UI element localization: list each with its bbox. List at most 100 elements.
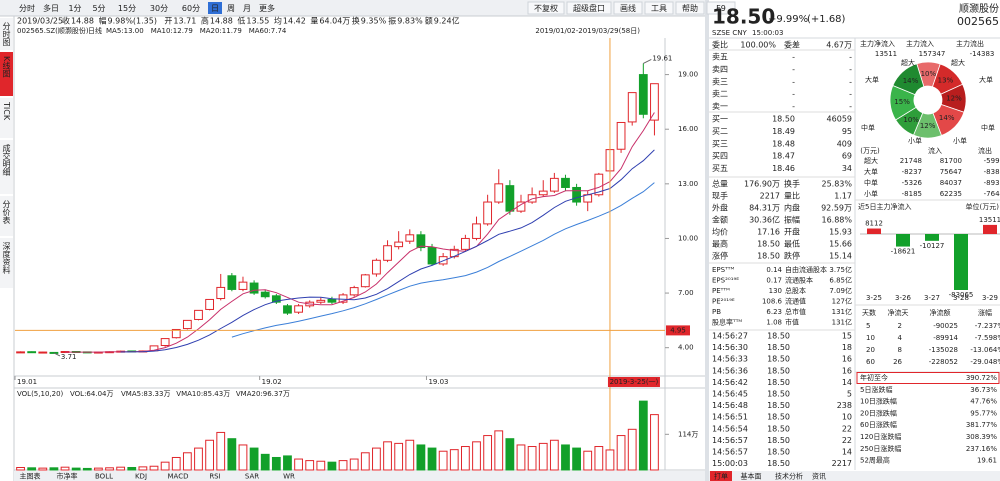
tick-volume: 14 [842, 378, 852, 387]
side-tab[interactable]: 成交明细 [2, 143, 11, 177]
fund-value: 7.09亿 [829, 286, 852, 295]
tool-button[interactable]: 不复权 [534, 3, 558, 13]
volume-bar [216, 431, 226, 471]
flow-date: 3-27 [924, 294, 940, 302]
period-button[interactable]: 30分 [150, 4, 168, 13]
donut-category: 超大 [951, 58, 965, 67]
info-key: 开 [164, 17, 172, 26]
candle-body [271, 295, 281, 303]
period-button[interactable]: 周 [227, 4, 235, 13]
x-tick-label: 19.03 [428, 378, 448, 386]
tool-button[interactable]: F9 [716, 4, 726, 13]
side-tab[interactable]: 分价表 [2, 200, 11, 225]
side-tab-bg [0, 238, 13, 288]
table-header: (万元) [860, 147, 880, 155]
tick-volume: 238 [837, 401, 852, 410]
volume-bar [405, 439, 415, 471]
table-value: 81700 [940, 157, 962, 165]
tick-price: 18.50 [767, 436, 790, 445]
right-tab[interactable]: 基本面 [741, 472, 762, 481]
table-value: -8936 [984, 179, 1000, 187]
period-header: 净流额 [930, 308, 951, 317]
period-cell: -29.048% [970, 358, 1000, 366]
fund-label: 总市值 [785, 307, 806, 316]
fund-label: PEᵀᵀᴹ [712, 287, 730, 295]
change-label: 10日涨跌幅 [860, 397, 897, 406]
side-tab[interactable]: K线图 [2, 56, 11, 78]
period-header: 天数 [862, 308, 876, 317]
range-label: 2019/01/02-2019/03/29(58日) [535, 27, 640, 35]
volume-bar [71, 467, 81, 471]
period-cell: -7.598% [975, 334, 1000, 342]
bottom-tab[interactable]: SAR [245, 473, 259, 481]
y-tick-label: 7.00 [678, 289, 694, 297]
tool-button[interactable]: 帮助 [682, 3, 698, 13]
stat-value: 18.50 [757, 252, 780, 261]
period-button[interactable]: 日 [211, 4, 219, 13]
tick-price: 18.50 [767, 390, 790, 399]
candle-body [216, 286, 226, 300]
side-tab[interactable]: TICK [2, 101, 11, 121]
donut-category: 大单 [979, 75, 993, 84]
tool-button-bg [706, 1, 736, 15]
fund-value: 127亿 [832, 297, 852, 306]
tool-button[interactable]: 超级盘口 [573, 3, 605, 13]
side-tab-bg [0, 140, 13, 194]
info-key: 低 [237, 16, 245, 26]
table-value: -8237 [902, 168, 922, 176]
right-tab[interactable]: 技术分析 [775, 472, 803, 481]
period-button[interactable]: 15分 [118, 4, 136, 13]
period-button[interactable]: 更多 [259, 3, 275, 13]
period-button[interactable]: 多日 [43, 3, 59, 13]
volume-bar [349, 458, 359, 471]
bottom-tab[interactable]: KDJ [135, 473, 147, 481]
stat-value: 15.66 [829, 240, 852, 249]
fund-value: 131亿 [832, 307, 852, 316]
high-marker [643, 59, 652, 64]
bottom-tab[interactable]: MACD [168, 473, 189, 481]
table-header: 流入 [928, 146, 942, 155]
volume-bar [149, 465, 159, 471]
tick-price: 18.50 [767, 366, 790, 375]
info-key: 额 [425, 16, 433, 26]
bottom-tab[interactable]: WR [283, 473, 295, 481]
tool-button[interactable]: 画线 [620, 3, 636, 13]
period-cell: 10 [866, 334, 875, 342]
tool-button[interactable]: 工具 [651, 4, 667, 13]
side-tab[interactable]: 分时图 [2, 22, 11, 47]
ma-legend: MA5:13.00 [106, 27, 144, 35]
donut-segment [892, 63, 925, 96]
period-button[interactable]: 月 [243, 4, 251, 13]
candle-body [505, 185, 515, 212]
label: 委比 [712, 40, 728, 50]
bottom-tab[interactable]: BOLL [95, 473, 113, 481]
info-key: 均 [274, 16, 282, 26]
volume-bar [82, 467, 92, 471]
candle-body [394, 241, 404, 248]
period-button[interactable]: 5分 [92, 4, 105, 13]
right-tab[interactable]: 资讯 [812, 472, 826, 481]
fund-value: 130 [769, 287, 782, 295]
volume-bar [105, 467, 114, 471]
bottom-tab[interactable]: 市净率 [57, 472, 78, 481]
table-value: 75647 [940, 168, 962, 176]
value: 100.00% [740, 41, 776, 50]
period-button[interactable]: 分时 [19, 3, 35, 13]
period-button[interactable]: 60分 [182, 4, 200, 13]
donut-category: 大单 [865, 75, 879, 84]
side-tab[interactable]: 深度资料 [2, 242, 11, 275]
bottom-tab[interactable]: 主图表 [20, 472, 41, 481]
highlight-box [856, 372, 1000, 384]
volume-bar [460, 446, 470, 471]
tick-volume: 22 [842, 436, 852, 445]
volume-bar [616, 435, 626, 471]
fund-value: 0.14 [766, 266, 782, 274]
x-tick-label: 19.01 [17, 378, 37, 386]
volume-bar [483, 435, 493, 471]
right-tab[interactable]: 打单 [714, 472, 728, 481]
book-volume: - [849, 53, 852, 62]
candle-body [238, 281, 248, 290]
candle-body [38, 351, 48, 354]
period-button[interactable]: 1分 [68, 4, 81, 13]
bottom-tab[interactable]: RSI [209, 473, 220, 481]
